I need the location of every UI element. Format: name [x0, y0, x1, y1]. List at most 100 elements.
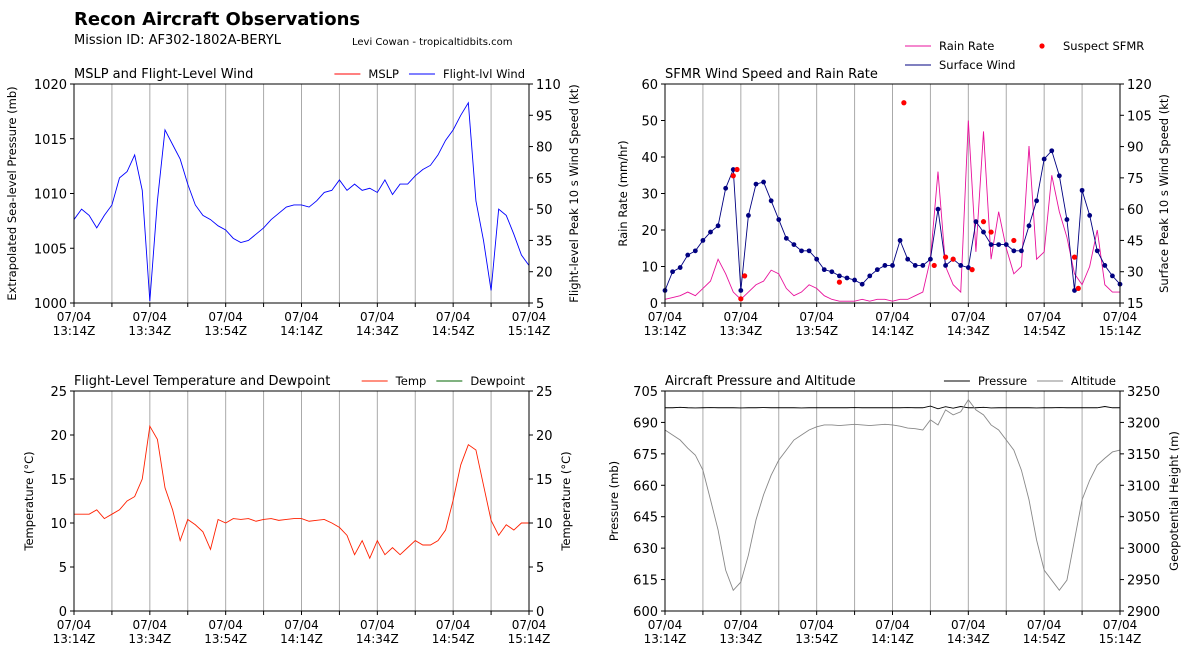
- y-tick-label: 660: [633, 479, 658, 494]
- y2-tick-label: 3150: [1127, 448, 1160, 463]
- y2-tick-label: 3200: [1127, 416, 1160, 431]
- y2-tick-label: 50: [536, 203, 553, 218]
- suspect-point: [1011, 237, 1017, 244]
- y-tick-label: 50: [641, 115, 658, 130]
- x-tick-label: 07/04 14:54Z: [1023, 310, 1066, 338]
- y-tick-label: 645: [633, 511, 658, 526]
- panel-title: Flight-Level Temperature and Dewpoint: [74, 374, 330, 389]
- y2-axis-label: Geopotential Height (m): [1167, 431, 1181, 571]
- plot-frame: [664, 390, 1121, 612]
- legend-label: Flight-lvl Wind: [443, 67, 525, 81]
- y2-tick-label: 95: [536, 109, 553, 124]
- y-tick-label: 5: [59, 561, 67, 576]
- series-point: [943, 263, 948, 268]
- y-tick-label: 630: [633, 542, 658, 557]
- series-point: [837, 273, 842, 279]
- series-point: [723, 185, 729, 191]
- suspect-point: [734, 166, 740, 173]
- y2-tick-label: 10: [536, 517, 553, 532]
- x-tick-label: 07/04 14:54Z: [432, 618, 475, 646]
- suspect-point: [942, 254, 949, 260]
- series-point: [928, 256, 933, 262]
- plot-frame: [664, 83, 1121, 304]
- y-tick-label: 60: [641, 78, 658, 93]
- y-tick-label: 40: [641, 151, 658, 166]
- series-point: [1056, 173, 1062, 179]
- x-tick-label: 07/04 13:54Z: [795, 310, 838, 338]
- series-point: [935, 206, 941, 212]
- legend-label: MSLP: [368, 67, 399, 81]
- y2-tick-label: 90: [1127, 141, 1144, 156]
- y-tick-label: 690: [633, 416, 658, 431]
- y-tick-label: 15: [50, 473, 67, 488]
- legend-label: Suspect SFMR: [1063, 39, 1144, 53]
- y2-tick-label: 2900: [1127, 605, 1160, 620]
- series-point: [852, 277, 857, 283]
- y2-tick-label: 3100: [1127, 479, 1160, 494]
- series-point: [1049, 148, 1055, 154]
- legend-label: Pressure: [978, 374, 1027, 388]
- y2-tick-label: 15: [1127, 297, 1144, 312]
- y2-tick-label: 60: [1127, 203, 1144, 218]
- x-tick-label: 07/04 13:54Z: [204, 310, 247, 338]
- suspect-point: [969, 267, 975, 273]
- y2-tick-label: 3250: [1127, 385, 1160, 400]
- series-point: [973, 219, 979, 225]
- plot-frame: [73, 390, 530, 612]
- series-point: [1064, 217, 1070, 222]
- y2-tick-label: 0: [536, 605, 544, 620]
- series-point: [882, 263, 888, 268]
- series-point: [844, 275, 850, 281]
- x-tick-label: 07/04 14:34Z: [356, 618, 399, 646]
- y-axis-label: Pressure (mb): [607, 461, 621, 541]
- x-tick-label: 07/04 14:54Z: [1023, 618, 1066, 646]
- y-tick-label: 1000: [34, 297, 67, 312]
- y2-tick-label: 25: [536, 385, 553, 400]
- panel-title: MSLP and Flight-Level Wind: [74, 67, 253, 82]
- y-tick-label: 675: [633, 448, 658, 463]
- suspect-point: [742, 273, 748, 279]
- y2-tick-label: 3000: [1127, 542, 1160, 557]
- y-tick-label: 20: [641, 224, 658, 239]
- y-tick-label: 1010: [34, 188, 67, 203]
- series-point: [1087, 213, 1093, 218]
- x-tick-label: 07/04 14:54Z: [432, 310, 475, 338]
- suspect-point: [950, 256, 956, 262]
- series-point: [981, 229, 986, 235]
- x-tick-label: 07/04 13:54Z: [795, 618, 838, 646]
- series-point: [912, 263, 918, 268]
- y-tick-label: 10: [641, 261, 658, 276]
- credit: Levi Cowan - tropicaltidbits.com: [352, 37, 512, 48]
- x-tick-label: 07/04 15:14Z: [508, 310, 551, 338]
- y-tick-label: 615: [633, 574, 658, 589]
- legend-label: Altitude: [1071, 374, 1116, 388]
- series-point: [1019, 248, 1024, 254]
- series-point: [677, 265, 683, 270]
- y2-tick-label: 30: [1127, 266, 1144, 281]
- x-tick-label: 07/04 13:14Z: [644, 310, 687, 338]
- series-point: [685, 252, 691, 258]
- legend-label: Dewpoint: [470, 374, 525, 388]
- series-point: [1034, 198, 1039, 204]
- series-point: [738, 288, 744, 293]
- x-tick-label: 07/04 14:34Z: [356, 310, 399, 338]
- y-tick-label: 10: [50, 517, 67, 532]
- suspect-point: [1071, 254, 1078, 260]
- y-tick-label: 1020: [34, 78, 67, 93]
- series-point: [821, 267, 827, 273]
- y2-tick-label: 65: [536, 172, 553, 187]
- series-point: [890, 263, 895, 268]
- x-tick-label: 07/04 14:14Z: [871, 310, 914, 338]
- x-tick-label: 07/04 14:14Z: [871, 618, 914, 646]
- series-point: [920, 263, 926, 268]
- series-line: [74, 424, 529, 560]
- x-tick-label: 07/04 13:14Z: [644, 618, 687, 646]
- panel-title: SFMR Wind Speed and Rain Rate: [665, 67, 878, 82]
- x-tick-label: 07/04 15:14Z: [1099, 310, 1142, 338]
- x-tick-label: 07/04 14:14Z: [280, 310, 323, 338]
- suspect-point: [738, 296, 744, 302]
- series-point: [768, 198, 774, 204]
- y2-tick-label: 35: [536, 234, 553, 249]
- x-tick-label: 07/04 13:34Z: [719, 618, 762, 646]
